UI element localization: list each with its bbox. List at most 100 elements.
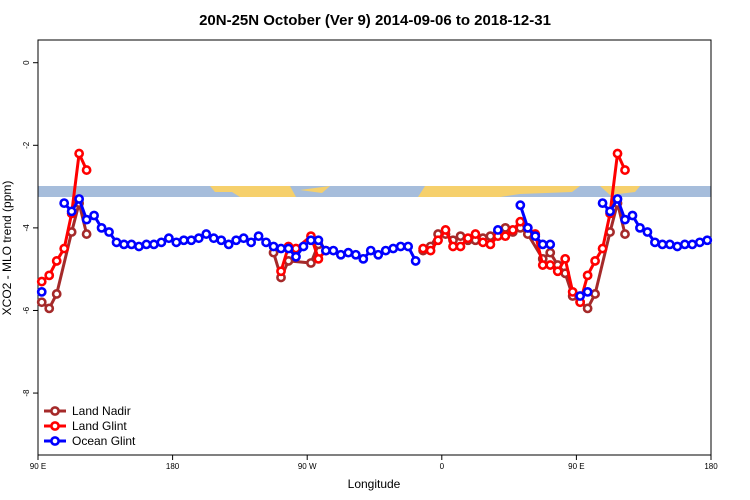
point [171,237,182,248]
point [261,237,271,248]
point [403,241,414,252]
point [500,222,511,233]
point [253,231,264,242]
point [223,239,234,250]
point [81,165,92,175]
legend-label: Land Glint [72,419,127,433]
point [119,239,129,250]
point [36,276,47,287]
point [44,303,55,314]
point [320,245,331,256]
map-strip [38,186,711,197]
legend-marker [50,436,60,446]
point [410,256,421,266]
point [178,235,189,246]
land-patch [210,186,296,197]
y-axis-label: XCO2 - MLO trend (ppm) [0,181,14,316]
point [478,237,488,248]
point [36,286,47,297]
point [276,243,286,254]
point [463,233,473,244]
point [620,214,630,225]
point [448,241,458,252]
x-axis-label: Longitude [348,477,401,491]
point [59,198,70,209]
point [156,237,167,248]
point [66,206,77,217]
point [335,249,346,260]
point [635,222,645,233]
chart-title: 20N-25N October (Ver 9) 2014-09-06 to 20… [199,12,551,29]
point [455,231,466,242]
point [350,249,361,260]
x-tick-label: 90 E [568,462,584,471]
x-tick-label: 0 [440,462,445,471]
point [388,243,399,254]
y-tick-label: -4 [22,224,31,232]
point [186,235,197,246]
point [582,303,593,314]
point [81,214,92,225]
x-tick-label: 90 E [30,462,46,471]
point [298,241,309,252]
legend-label: Ocean Glint [72,434,136,448]
point [590,256,600,266]
legend-marker [50,421,60,431]
point [231,235,242,246]
land-patch [600,186,640,195]
legend-marker [50,406,60,416]
legend-label: Land Nadir [72,404,131,418]
point [44,270,55,281]
point [328,245,339,256]
point [74,148,85,159]
point [582,270,593,281]
point [201,229,212,239]
point [694,237,705,248]
ocean-strip [38,186,711,197]
point [642,227,653,237]
point [291,251,301,262]
point [687,239,698,250]
point [74,194,85,204]
point [216,235,227,246]
point [268,241,279,252]
point [163,233,174,244]
point [313,253,324,264]
point [545,239,556,250]
point [343,247,354,258]
point [126,239,137,250]
point [575,291,586,301]
point [373,249,384,260]
point [567,286,578,297]
point [672,241,683,252]
x-tick-label: 180 [166,462,180,471]
point [283,243,294,254]
point [380,245,391,256]
point [650,237,660,248]
point [507,225,518,235]
point [51,256,62,266]
point [627,210,638,221]
point [306,258,316,268]
point [492,225,503,235]
y-tick-label: -6 [22,306,31,314]
point [485,239,496,250]
point [59,243,70,254]
y-tick-label: -2 [22,141,31,149]
point [208,233,219,244]
point [193,233,204,244]
y-tick-label: -8 [22,389,31,397]
point [590,289,600,299]
point [679,239,690,250]
point [597,198,608,209]
point [612,194,623,204]
point [620,229,630,239]
point [545,260,556,270]
point [455,241,466,252]
point [485,231,496,242]
point [537,260,548,270]
point [238,233,249,244]
point [104,227,114,237]
